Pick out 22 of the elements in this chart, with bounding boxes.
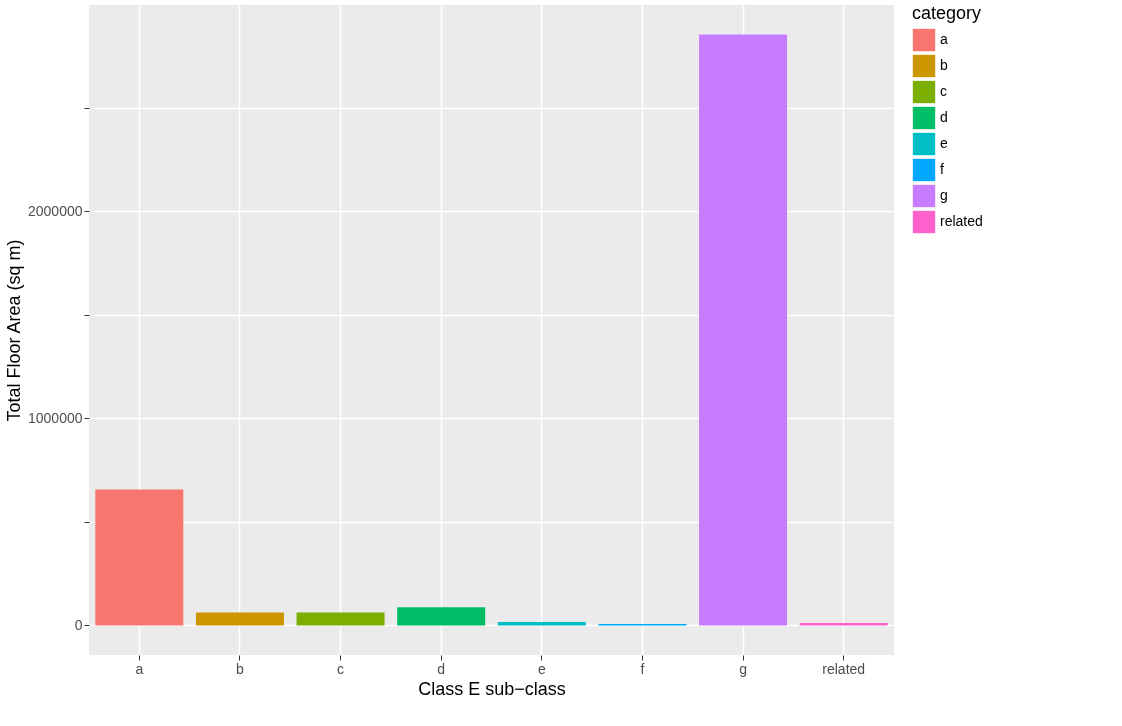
x-tick-label: e bbox=[537, 660, 546, 677]
y-axis-title: Total Floor Area (sq m) bbox=[4, 239, 24, 422]
x-tick-label: related bbox=[822, 660, 866, 677]
x-tick-label: g bbox=[739, 660, 747, 677]
legend-title: category bbox=[912, 3, 982, 23]
x-tick-label: b bbox=[236, 660, 245, 677]
legend-label: b bbox=[940, 57, 948, 73]
x-tick-label: d bbox=[437, 660, 446, 677]
legend-label: e bbox=[940, 135, 948, 151]
legend-label: g bbox=[940, 187, 948, 203]
x-tick-label: f bbox=[640, 660, 645, 677]
legend-label: related bbox=[940, 213, 983, 229]
legend-label: d bbox=[940, 109, 948, 125]
x-axis-title: Class E sub−class bbox=[418, 678, 566, 699]
legend-label: a bbox=[940, 31, 948, 47]
x-tick-label: c bbox=[337, 660, 345, 677]
y-tick-label: 1000000 bbox=[27, 409, 83, 426]
legend-label: c bbox=[940, 83, 947, 99]
y-tick-label: 2000000 bbox=[27, 202, 83, 219]
y-tick-label: 0 bbox=[74, 616, 83, 633]
legend-label: f bbox=[940, 161, 944, 177]
x-tick-label: a bbox=[135, 660, 144, 677]
